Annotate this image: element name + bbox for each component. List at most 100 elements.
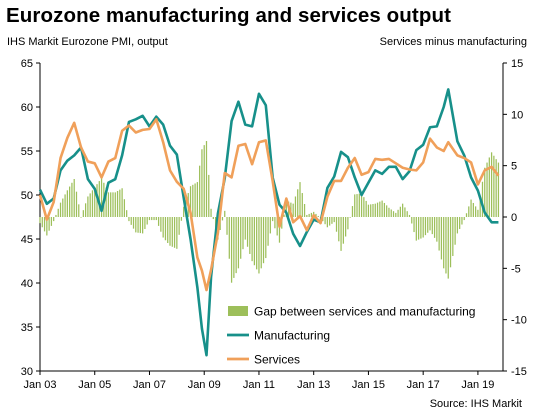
gap-bar [39, 217, 41, 224]
gap-bar [477, 209, 479, 217]
gap-bar [48, 217, 50, 231]
left-tick-label: 40 [21, 278, 33, 290]
gap-bar [167, 217, 169, 244]
gap-bar [354, 194, 356, 217]
gap-bar [221, 217, 224, 221]
chart-title: Eurozone manufacturing and services outp… [6, 4, 452, 27]
gap-bar [62, 198, 64, 217]
gap-bar [363, 197, 365, 217]
gap-bar [470, 199, 472, 217]
gap-bar [445, 217, 447, 274]
gap-bar [386, 205, 388, 217]
gap-bar [415, 217, 417, 241]
gap-bar [383, 202, 386, 217]
gap-bar [299, 182, 301, 217]
gap-bar [475, 206, 477, 217]
gap-bar [315, 213, 317, 217]
gap-bar [381, 200, 383, 217]
left-tick-label: 50 [21, 190, 33, 202]
gap-bar [50, 217, 53, 226]
gap-bar [374, 203, 376, 217]
gap-bar [488, 157, 490, 217]
gap-bar [452, 217, 454, 257]
left-tick-label: 60 [21, 102, 33, 114]
gap-bar [107, 192, 110, 217]
legend: Gap between services and manufacturing Ma… [227, 305, 475, 367]
x-tick-label: Jan 11 [243, 379, 275, 391]
gap-bar [338, 217, 340, 242]
right-tick-label: 5 [511, 161, 517, 173]
services-line [38, 118, 500, 292]
x-tick-label: Jan 19 [461, 379, 494, 391]
x-tick-label: Jan 15 [352, 379, 385, 391]
gap-bar [495, 159, 497, 217]
gap-bar [392, 211, 395, 217]
gap-bar [169, 217, 171, 246]
gap-bar [345, 217, 347, 237]
gap-bar [144, 217, 146, 229]
gap-bar [331, 217, 333, 224]
gap-bar [96, 184, 98, 217]
gap-bar [484, 167, 486, 217]
gap-bar [178, 217, 180, 235]
gap-bar [183, 206, 185, 217]
gap-bar [43, 217, 46, 232]
gap-bar [105, 187, 107, 217]
gap-bar [422, 217, 424, 238]
gap-bar [201, 149, 203, 217]
gap-bar [137, 217, 139, 233]
gap-bar [262, 217, 265, 264]
gap-bar [41, 217, 43, 228]
gap-bar [208, 174, 210, 217]
gap-bar [55, 214, 57, 217]
gap-bar [110, 192, 112, 217]
gap-bar [365, 200, 367, 217]
gap-bar [294, 196, 297, 217]
left-tick-label: 35 [21, 322, 33, 334]
gap-bar [260, 217, 262, 269]
gap-bar [148, 217, 151, 221]
right-axis-label: Services minus manufacturing [379, 36, 527, 48]
gap-bar [413, 217, 415, 233]
gap-bar [456, 217, 459, 234]
gap-bar [402, 203, 404, 217]
gap-bar [194, 183, 196, 217]
gap-bar [98, 181, 100, 217]
gap-bar [283, 214, 285, 217]
left-tick-label: 45 [21, 234, 33, 246]
gap-bar [73, 179, 75, 217]
gap-bar [246, 217, 249, 247]
gap-bar [176, 217, 178, 249]
gap-bar [408, 214, 411, 217]
gap-bar [397, 209, 399, 217]
gap-bar [210, 208, 212, 217]
gap-bar [173, 217, 176, 248]
gap-bar [292, 203, 294, 217]
gap-bar [420, 217, 422, 239]
source-note: Source: IHS Markit [429, 398, 522, 410]
gap-bar [157, 217, 160, 226]
gap-bar [228, 217, 230, 259]
gap-bar [301, 193, 303, 217]
gap-bar [126, 210, 128, 217]
gap-bar [461, 217, 463, 225]
gap-bar [212, 217, 214, 220]
gap-bar [303, 204, 306, 217]
gap-bar [308, 213, 310, 217]
legend-label: Gap between services and manufacturing [254, 305, 475, 319]
gap-bar [57, 208, 59, 217]
gap-bar [251, 217, 253, 262]
gap-bar [465, 213, 468, 217]
gap-bar [479, 195, 481, 217]
gap-bar [196, 182, 198, 217]
gap-bar [87, 196, 89, 217]
gap-bar [171, 217, 173, 247]
gap-bar [326, 217, 328, 228]
gap-bar [347, 217, 349, 230]
gap-bar [237, 217, 240, 269]
gap-bar [459, 217, 461, 229]
gap-bar [180, 217, 183, 221]
gap-bar [94, 187, 96, 217]
lines-group [38, 88, 500, 357]
